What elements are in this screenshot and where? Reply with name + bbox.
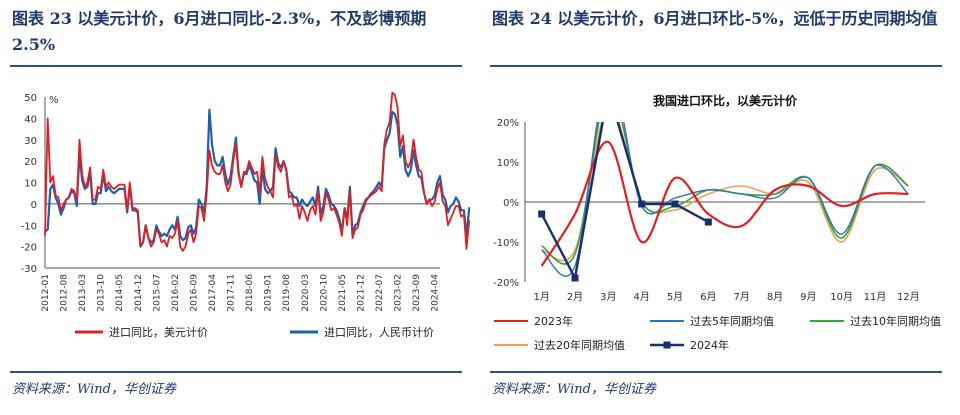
right-legend-label: 2024年 [690, 338, 729, 352]
right-xtick-label: 2月 [567, 291, 583, 303]
right-xtick-label: 1月 [533, 291, 549, 303]
right-xtick-label: 3月 [600, 291, 616, 303]
left-xtick-label: 2017-11 [227, 274, 237, 312]
series-line-import-yoy-cny [44, 108, 470, 248]
right-xtick-label: 12月 [897, 291, 920, 303]
left-legend-label: 进口同比，美元计价 [109, 326, 208, 339]
left-xtick-label: 2016-02 [171, 274, 181, 312]
left-xtick-label: 2016-09 [189, 274, 199, 312]
right-legend-label: 过去5年同期均值 [690, 314, 774, 328]
right-ytick-label: 10% [497, 158, 519, 169]
left-xtick-label: 2023-09 [412, 274, 422, 312]
left-xtick-label: 2015-07 [152, 274, 162, 312]
right-figure-panel: 图表 24 以美元计价，6月进口环比-5%，远低于历史同期均值 我国进口环比，以… [480, 0, 950, 415]
left-ytick-label: 50 [24, 93, 37, 104]
left-figure-title: 图表 23 以美元计价，6月进口同比-2.3%，不及彭博预期 2.5% [12, 9, 427, 54]
left-xtick-label: 2021-12 [356, 274, 366, 312]
left-ytick-label: 30 [24, 136, 37, 147]
right-legend-label: 过去10年同期均值 [850, 314, 941, 328]
left-legend-label: 进口同比，人民币计价 [324, 326, 434, 339]
series-line-import-yoy-usd [44, 91, 470, 252]
left-xtick-label: 2013-10 [97, 274, 107, 312]
series-line-2024 [540, 122, 709, 282]
left-ytick-label: 10 [24, 179, 37, 190]
series-2024-marker [538, 210, 546, 218]
series-line-10y-avg [541, 122, 909, 265]
right-source-note: 资料来源：Wind，华创证券 [492, 382, 656, 397]
left-y-unit-label: % [49, 95, 59, 106]
series-2024-marker [704, 218, 712, 226]
right-xtick-label: 9月 [800, 291, 816, 303]
left-xtick-label: 2013-03 [78, 274, 88, 312]
left-xtick-label: 2020-03 [301, 274, 311, 312]
series-2024-marker [638, 200, 646, 208]
right-title-rule [490, 65, 942, 67]
left-xtick-label: 2019-08 [282, 274, 292, 312]
left-ytick-label: -30 [21, 264, 37, 275]
left-title-rule [10, 65, 462, 67]
left-xtick-label: 2021-05 [338, 274, 348, 312]
left-xtick-label: 2012-08 [60, 274, 70, 312]
left-figure-panel: 图表 23 以美元计价，6月进口同比-2.3%，不及彭博预期 2.5% -30-… [0, 0, 470, 415]
right-xtick-label: 7月 [733, 291, 749, 303]
left-chart: -30 -20 -10 0 10 20 30 40 50 % 2012-01 2012-08 2013-… [21, 91, 470, 339]
right-source-rule [490, 371, 942, 373]
left-source-rule [10, 371, 462, 373]
right-ytick-label: -20% [493, 278, 519, 289]
right-ytick-label: 20% [497, 118, 519, 129]
series-2024-marker [671, 200, 679, 208]
right-xtick-label: 11月 [864, 291, 887, 303]
left-xtick-label: 2012-01 [41, 274, 51, 312]
left-xtick-label: 2020-10 [319, 274, 329, 312]
right-ytick-label: 0% [503, 198, 519, 209]
left-xtick-label: 2022-07 [375, 274, 385, 312]
left-ytick-label: -20 [21, 243, 37, 254]
left-xtick-label: 2023-02 [394, 274, 404, 312]
left-xtick-label: 2024-04 [431, 274, 441, 312]
left-ytick-label: -10 [21, 221, 37, 232]
left-xtick-label: 2018-06 [245, 274, 255, 312]
right-xtick-label: 8月 [767, 291, 783, 303]
left-xtick-label: 2014-05 [115, 274, 125, 312]
series-line-5y-avg [541, 122, 909, 277]
right-xtick-label: 5月 [667, 291, 683, 303]
left-xtick-label: 2019-01 [264, 274, 274, 312]
left-xtick-label: 2017-04 [208, 274, 218, 312]
left-xtick-label: 2014-12 [134, 274, 144, 312]
right-figure-title: 图表 24 以美元计价，6月进口环比-5%，远低于历史同期均值 [492, 9, 938, 28]
right-chart-title: 我国进口环比，以美元计价 [653, 93, 798, 108]
series-line-2023 [540, 140, 909, 267]
right-legend-label: 2023年 [534, 314, 573, 328]
right-xtick-label: 10月 [830, 291, 853, 303]
right-xtick-label: 4月 [633, 291, 649, 303]
left-ytick-label: 20 [24, 157, 37, 168]
right-xtick-label: 6月 [700, 291, 716, 303]
right-legend-label: 过去20年同期均值 [534, 338, 625, 352]
right-ytick-label: -10% [493, 238, 519, 249]
left-ytick-label: 40 [24, 114, 37, 125]
left-source-note: 资料来源：Wind，华创证券 [12, 382, 176, 397]
left-ytick-label: 0 [31, 200, 37, 211]
right-legend-marker [663, 341, 671, 349]
right-chart: 我国进口环比，以美元计价 -20% -10% 0% 10% 20% 1月 2月 3月 4月 5月 6月… [493, 93, 941, 352]
series-line-20y-avg [541, 122, 909, 262]
series-2024-marker [571, 274, 579, 282]
